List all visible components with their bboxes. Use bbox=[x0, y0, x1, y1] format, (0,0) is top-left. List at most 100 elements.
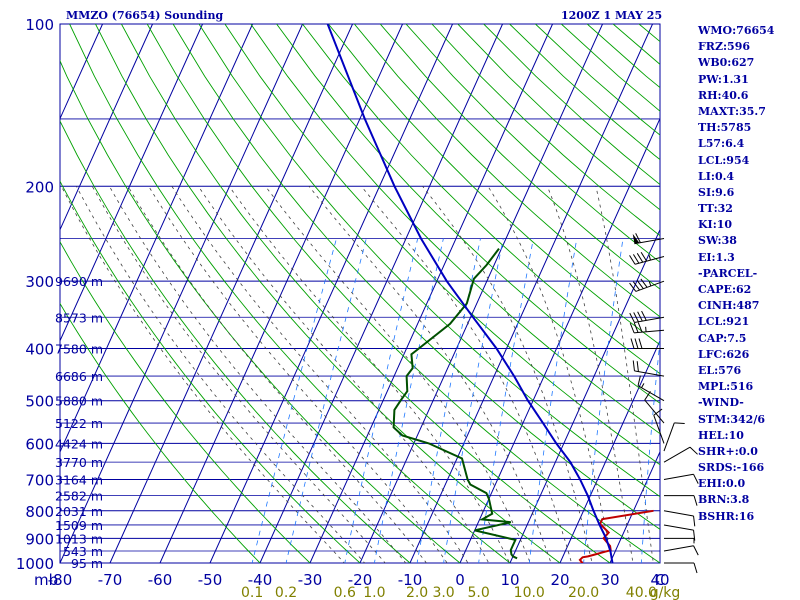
index-item: SHR+:0.0 bbox=[698, 444, 758, 458]
dry-adiabat bbox=[276, 24, 660, 404]
isotherm--50 bbox=[209, 24, 454, 563]
wind-barb-flag bbox=[636, 253, 644, 263]
height-label: 1509 m bbox=[55, 518, 103, 533]
wind-barb-flag bbox=[630, 338, 635, 349]
dry-adiabat bbox=[60, 180, 361, 563]
wind-barb-flag bbox=[689, 446, 698, 455]
isotherm-10 bbox=[509, 228, 660, 563]
index-item: SI:9.6 bbox=[698, 185, 735, 199]
moist-adiabat bbox=[547, 186, 634, 563]
dry-adiabat bbox=[146, 24, 660, 563]
x-axis-unit-label: C bbox=[655, 571, 665, 589]
wind-barb-flag bbox=[629, 282, 637, 292]
mixing-ratio-label: 20.0 bbox=[568, 585, 599, 600]
moist-adiabat bbox=[91, 186, 386, 563]
wind-barb-flag bbox=[693, 515, 696, 527]
wind-barb-flag bbox=[633, 322, 639, 333]
sounding-time: 1200Z 1 MAY 25 bbox=[561, 9, 663, 22]
height-label: 95 m bbox=[71, 556, 103, 571]
index-item: EHI:0.0 bbox=[698, 477, 746, 491]
temperature-line bbox=[578, 509, 654, 563]
index-item: MPL:516 bbox=[698, 380, 754, 394]
dry-adiabat bbox=[379, 24, 660, 290]
wind-barb-staff bbox=[635, 280, 665, 292]
mixing-ratio-label: 40.0 bbox=[626, 585, 657, 600]
mixing-ratio-label: 3.0 bbox=[432, 585, 454, 600]
wind-barb bbox=[637, 375, 665, 402]
isotherm-20 bbox=[559, 339, 660, 563]
height-label: 543 m bbox=[63, 544, 103, 559]
moist-adiabat bbox=[228, 186, 510, 563]
isotherm--40 bbox=[259, 24, 504, 563]
wind-barb-staff bbox=[663, 446, 691, 463]
wind-barb-staff bbox=[663, 545, 694, 552]
mixing-ratio-line bbox=[251, 238, 337, 563]
wind-barb-staff bbox=[637, 385, 665, 402]
index-item: LFC:626 bbox=[698, 347, 750, 361]
dry-adiabat bbox=[69, 24, 511, 563]
wind-barb-flag bbox=[636, 280, 644, 289]
wind-barb-flag bbox=[693, 562, 698, 574]
isotherm--30 bbox=[309, 24, 554, 563]
moist-adiabat bbox=[308, 186, 552, 563]
temperature-tick-label: 40 bbox=[650, 571, 669, 589]
wind-barb-half-flag bbox=[641, 383, 645, 388]
wind-barb bbox=[663, 545, 699, 556]
temperature-tick-label: -40 bbox=[248, 571, 273, 589]
wind-barb-flag bbox=[635, 233, 641, 243]
dry-adiabat bbox=[60, 59, 461, 563]
background-lines bbox=[60, 24, 660, 563]
index-item: SRDS:-166 bbox=[698, 461, 765, 475]
wind-barb bbox=[663, 524, 696, 541]
parcel-line bbox=[326, 24, 614, 563]
wind-barb-staff bbox=[653, 415, 665, 444]
wind-barb-staff bbox=[663, 473, 694, 481]
moist-adiabat bbox=[127, 186, 427, 563]
temperature-tick-label: 10 bbox=[500, 571, 519, 589]
index-item: CAPE:62 bbox=[698, 283, 752, 296]
index-item: L57:6.4 bbox=[698, 137, 745, 151]
profile-lines bbox=[326, 24, 654, 563]
pressure-tick-label: 700 bbox=[25, 472, 54, 490]
wind-barb bbox=[663, 446, 698, 463]
mixing-ratio-label: 10.0 bbox=[514, 585, 545, 600]
index-item: SW:38 bbox=[698, 234, 737, 248]
height-label: 7580 m bbox=[55, 342, 103, 357]
wind-barb-staff bbox=[663, 422, 675, 452]
dry-adiabat bbox=[302, 24, 660, 375]
wind-barb-flag bbox=[629, 322, 635, 334]
index-item: RH:40.6 bbox=[698, 88, 749, 102]
dry-adiabat bbox=[328, 24, 660, 346]
isotherm-0 bbox=[459, 117, 660, 563]
wind-barb-staff bbox=[634, 329, 665, 334]
dewpoint-line bbox=[392, 247, 518, 560]
moist-adiabat bbox=[148, 186, 448, 563]
index-item: STM:342/6 bbox=[698, 412, 765, 426]
wind-barb-flag bbox=[637, 311, 643, 322]
mixing-ratio-label: 0.6 bbox=[334, 585, 356, 600]
height-label: 3770 m bbox=[55, 455, 103, 470]
index-item: PW:1.31 bbox=[698, 72, 749, 86]
wind-barb-staff bbox=[634, 316, 665, 323]
moist-adiabat bbox=[109, 186, 407, 563]
wind-barb-flag bbox=[632, 254, 640, 264]
pressure-tick-label: 1000 bbox=[16, 555, 54, 573]
wind-barb-flag bbox=[640, 278, 648, 288]
y-axis-unit-label: mb bbox=[34, 571, 58, 589]
dry-adiabat bbox=[60, 120, 411, 563]
wind-barb-flag bbox=[644, 391, 651, 401]
wind-barb-flag bbox=[629, 255, 636, 265]
wind-barb-half-flag bbox=[648, 281, 652, 287]
dry-adiabat bbox=[224, 24, 660, 466]
dry-adiabat bbox=[405, 24, 660, 263]
isotherm--100 bbox=[60, 24, 204, 342]
height-label: 2031 m bbox=[55, 504, 103, 519]
mixing-ratio-label: 2.0 bbox=[406, 585, 428, 600]
wind-barb-flag bbox=[641, 310, 647, 321]
wind-barb-flag bbox=[636, 361, 639, 372]
wind-barb bbox=[663, 473, 699, 484]
isotherm--80 bbox=[60, 24, 304, 563]
